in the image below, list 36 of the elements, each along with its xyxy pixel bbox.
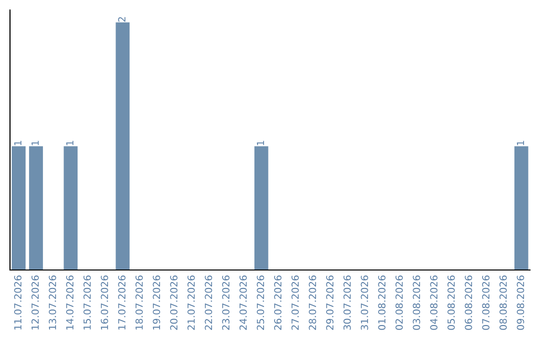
x-tick-label: 24.07.2026 bbox=[239, 275, 247, 330]
x-tick-label: 08.08.2026 bbox=[499, 275, 507, 330]
data-label: 2 bbox=[118, 17, 126, 22]
x-tick-label: 19.07.2026 bbox=[152, 275, 160, 330]
x-tick-label: 06.08.2026 bbox=[464, 275, 472, 330]
data-label: 1 bbox=[14, 140, 22, 146]
x-tick-label: 03.08.2026 bbox=[412, 275, 420, 330]
x-tick-label: 16.07.2026 bbox=[100, 275, 108, 330]
x-tick-label: 13.07.2026 bbox=[48, 275, 56, 330]
x-tick-label: 23.07.2026 bbox=[222, 275, 230, 330]
x-tick-label: 22.07.2026 bbox=[204, 275, 212, 330]
x-tick-label: 30.07.2026 bbox=[343, 275, 351, 330]
x-tick-label: 20.07.2026 bbox=[170, 275, 178, 330]
data-label: 1 bbox=[32, 140, 39, 146]
x-tick-label: 04.08.2026 bbox=[430, 275, 438, 330]
x-tick-label: 14.07.2026 bbox=[66, 275, 74, 330]
x-tick-label: 31.07.2026 bbox=[360, 275, 368, 330]
x-tick-label: 15.07.2026 bbox=[83, 275, 91, 330]
x-tick-label: 07.08.2026 bbox=[482, 275, 490, 330]
x-tick-label: 28.07.2026 bbox=[308, 275, 316, 330]
x-tick-label: 27.07.2026 bbox=[291, 275, 299, 330]
x-tick-label: 18.07.2026 bbox=[135, 275, 143, 330]
x-tick-label: 21.07.2026 bbox=[187, 275, 195, 330]
x-tick-label: 02.08.2026 bbox=[395, 275, 403, 330]
x-tick-label: 11.07.2026 bbox=[14, 275, 22, 330]
data-label: 1 bbox=[516, 140, 524, 146]
data-label: 1 bbox=[256, 140, 264, 146]
x-tick-label: 25.07.2026 bbox=[256, 275, 264, 330]
x-tick-label: 09.08.2026 bbox=[516, 275, 524, 330]
x-tick-label: 05.08.2026 bbox=[447, 275, 455, 330]
x-tick-label: 17.07.2026 bbox=[118, 275, 126, 330]
x-tick-label: 26.07.2026 bbox=[274, 275, 282, 330]
x-tick-label: 01.08.2026 bbox=[378, 275, 386, 330]
data-label: 1 bbox=[66, 140, 74, 146]
x-tick-label: 12.07.2026 bbox=[31, 275, 39, 330]
x-tick-label: 29.07.2026 bbox=[326, 275, 334, 330]
